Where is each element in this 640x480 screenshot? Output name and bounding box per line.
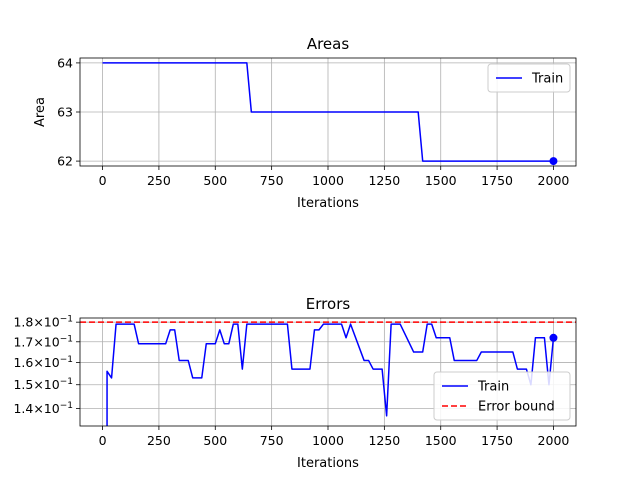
y-tick-label: 1.7×10−1: [13, 334, 73, 349]
x-tick-label: 2000: [538, 173, 570, 188]
areas-title: Areas: [307, 35, 350, 53]
x-tick-label: 1000: [312, 173, 344, 188]
x-tick-label: 500: [203, 173, 227, 188]
x-tick-label: 0: [99, 433, 107, 448]
y-tick-mantissa: 1.7×10: [13, 334, 59, 349]
areas-legend: Train: [487, 63, 571, 93]
x-tick-label: 750: [260, 433, 284, 448]
y-tick-exponent: −1: [60, 334, 73, 344]
errors-chart: 0 250 500 750 1000 1250 1500 1750 20001.4×10−11.…: [13, 295, 577, 471]
x-tick-label: 250: [147, 173, 171, 188]
areas-ticks: 0 250 500 750 1000 1250 1500 1750 2000 62 63 64: [57, 55, 569, 188]
legend-label: Train: [531, 72, 563, 87]
errors-legend: Train Error bound: [433, 371, 571, 421]
areas-chart: 0 250 500 750 1000 1250 1500 1750 2000 62 63 64 Are…: [33, 35, 577, 211]
x-tick-label: 1750: [481, 173, 513, 188]
y-tick-exponent: −1: [60, 377, 73, 387]
areas-series: [102, 62, 558, 166]
series-line-train: [102, 62, 554, 162]
errors-xlabel: Iterations: [297, 456, 359, 471]
y-tick-label: 64: [57, 55, 73, 70]
legend-box: [433, 371, 571, 421]
errors-ticks: 0 250 500 750 1000 1250 1500 1750 20001.4×10−11.…: [13, 315, 569, 448]
errors-series: [80, 321, 576, 426]
legend-label: Train: [477, 380, 509, 395]
x-tick-label: 0: [99, 173, 107, 188]
x-tick-label: 1500: [425, 433, 457, 448]
y-tick-exponent: −1: [60, 401, 73, 411]
y-tick-mantissa: 1.8×10: [13, 315, 59, 330]
legend-box: [487, 63, 571, 93]
areas-ylabel: Area: [33, 97, 48, 127]
x-tick-label: 250: [147, 433, 171, 448]
areas-xlabel: Iterations: [297, 196, 359, 211]
y-tick-label: 1.6×10−1: [13, 355, 73, 370]
y-tick-mantissa: 1.6×10: [13, 355, 59, 370]
y-tick-label: 1.5×10−1: [13, 377, 73, 392]
y-tick-label: 62: [57, 154, 73, 169]
series-end-marker: [549, 157, 558, 166]
y-tick-label: 1.4×10−1: [13, 401, 73, 416]
x-tick-label: 1750: [481, 433, 513, 448]
errors-title: Errors: [306, 295, 351, 313]
x-tick-label: 1000: [312, 433, 344, 448]
series-end-marker: [549, 333, 558, 342]
x-tick-label: 750: [260, 173, 284, 188]
y-tick-exponent: −1: [60, 315, 73, 325]
y-tick-exponent: −1: [60, 355, 73, 365]
x-tick-label: 500: [203, 433, 227, 448]
legend-label: Error bound: [478, 400, 555, 415]
x-tick-label: 2000: [538, 433, 570, 448]
y-tick-label: 1.8×10−1: [13, 315, 73, 330]
y-tick-label: 63: [57, 105, 73, 120]
x-tick-label: 1250: [368, 173, 400, 188]
series-line-train: [106, 323, 555, 426]
x-tick-label: 1500: [425, 173, 457, 188]
y-tick-mantissa: 1.4×10: [13, 401, 59, 416]
y-tick-mantissa: 1.5×10: [13, 377, 59, 392]
x-tick-label: 1250: [368, 433, 400, 448]
